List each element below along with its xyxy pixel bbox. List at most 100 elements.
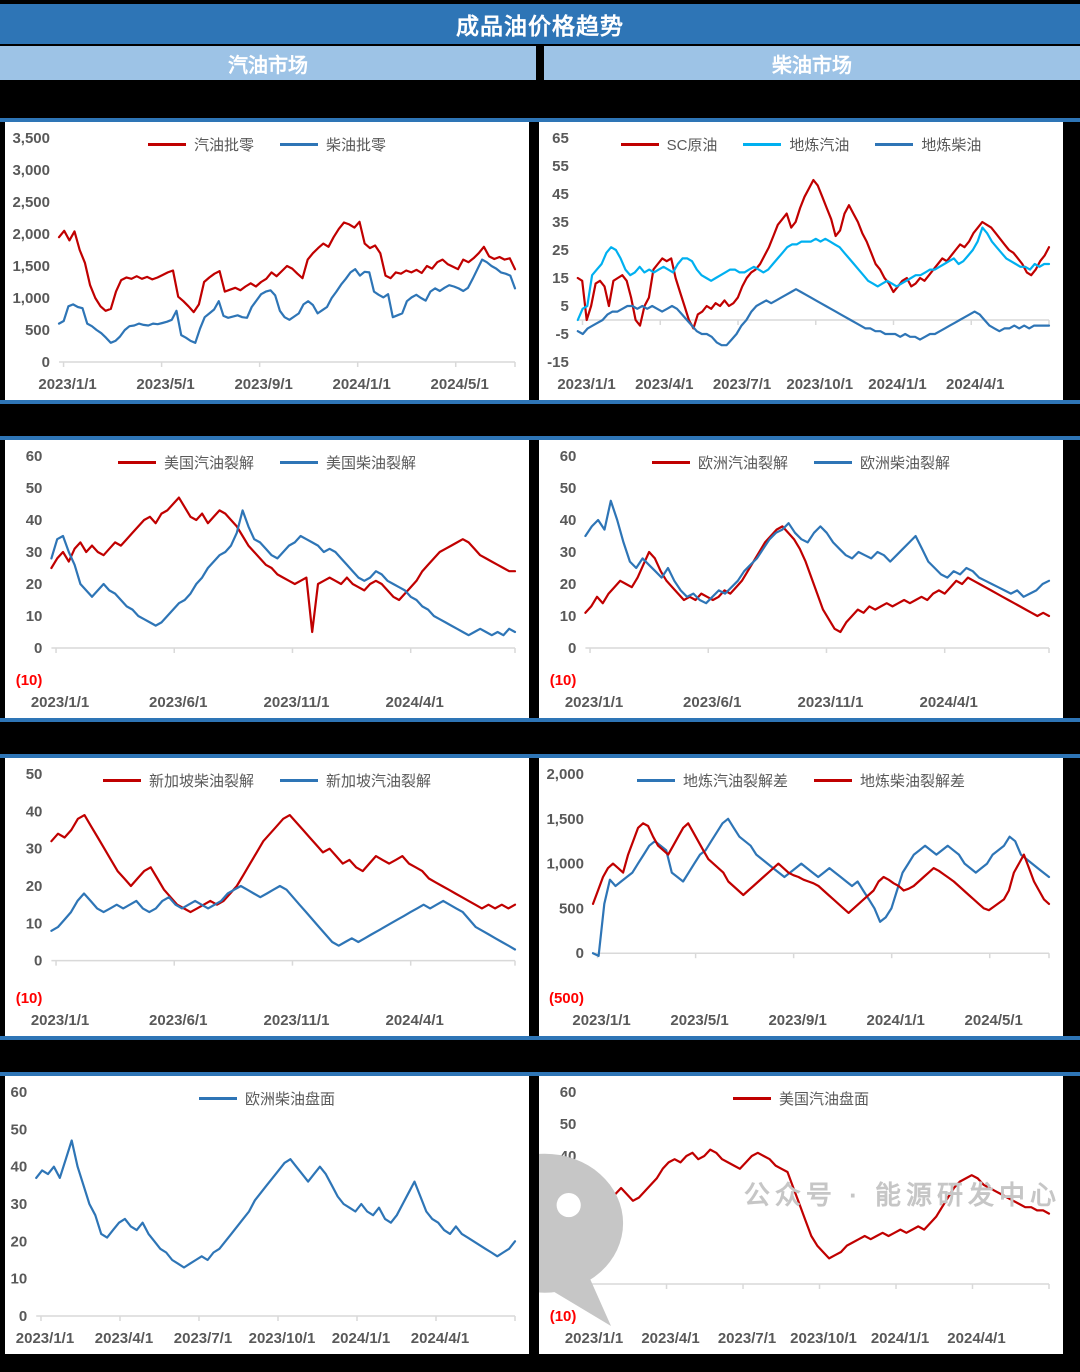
- svg-text:2023/4/1: 2023/4/1: [95, 1330, 153, 1347]
- svg-text:40: 40: [11, 1159, 28, 1176]
- svg-text:2024/4/1: 2024/4/1: [919, 694, 977, 711]
- svg-text:(10): (10): [550, 1308, 577, 1325]
- svg-text:40: 40: [26, 512, 43, 529]
- svg-text:2,000: 2,000: [12, 226, 50, 243]
- chart-row-2: 60 50 40 30 20 10 0 (10) 2023/1/1 2023/6/1 2023/11…: [0, 440, 1080, 718]
- svg-text:2024/4/1: 2024/4/1: [385, 1012, 443, 1029]
- svg-text:40: 40: [26, 803, 43, 820]
- svg-text:2024/1/1: 2024/1/1: [866, 1012, 924, 1029]
- svg-text:60: 60: [26, 448, 43, 465]
- svg-text:50: 50: [26, 766, 43, 783]
- svg-text:2024/4/1: 2024/4/1: [946, 376, 1004, 393]
- svg-text:20: 20: [11, 1233, 28, 1250]
- svg-text:2023/10/1: 2023/10/1: [790, 1330, 857, 1347]
- svg-text:2024/1/1: 2024/1/1: [332, 376, 390, 393]
- svg-text:10: 10: [26, 608, 43, 625]
- chart-sc-crude-refinery: 65 55 45 35 25 15 5 -5 -15 2023/1/1 2023/4/1 2023/7…: [539, 122, 1063, 400]
- svg-text:55: 55: [552, 158, 569, 175]
- chart-gasoline-diesel-retail: 3,500 3,000 2,500 2,000 1,500 1,000 500 0 2023/1…: [5, 122, 529, 400]
- svg-text:2024/1/1: 2024/1/1: [332, 1330, 390, 1347]
- svg-text:1,500: 1,500: [546, 811, 584, 828]
- svg-text:500: 500: [25, 322, 50, 339]
- svg-text:2024/1/1: 2024/1/1: [871, 1330, 929, 1347]
- chart-refinery-crack-diff: 2,000 1,500 1,000 500 0 (500) 2023/1/1 2023/5/1…: [539, 758, 1063, 1036]
- chart-canvas: 2,000 1,500 1,000 500 0 (500) 2023/1/1 2023/5/1…: [546, 766, 1051, 1029]
- page-title: 成品油价格趋势: [0, 4, 1080, 46]
- svg-text:25: 25: [552, 242, 569, 259]
- chart-us-gasoline-futures: 6050403020100(10)2023/1/12023/4/12023/7/…: [539, 1076, 1063, 1354]
- svg-text:3,500: 3,500: [12, 130, 50, 147]
- chart-us-crack-spreads: 60 50 40 30 20 10 0 (10) 2023/1/1 2023/6/1 2023/11…: [5, 440, 529, 718]
- svg-text:2023/6/1: 2023/6/1: [149, 1012, 207, 1029]
- svg-text:2023/1/1: 2023/1/1: [31, 1012, 89, 1029]
- svg-text:3,000: 3,000: [12, 162, 50, 179]
- svg-text:10: 10: [11, 1271, 28, 1288]
- svg-text:10: 10: [560, 608, 577, 625]
- svg-text:30: 30: [26, 544, 43, 561]
- watermark: 公众号 · 能源研发中心: [539, 1076, 1061, 1332]
- svg-text:45: 45: [552, 186, 569, 203]
- svg-text:2023/11/1: 2023/11/1: [264, 1012, 330, 1029]
- svg-text:2023/1/1: 2023/1/1: [31, 694, 89, 711]
- column-divider: [529, 122, 539, 400]
- redacted-title-band: [0, 400, 1080, 440]
- svg-text:(10): (10): [550, 672, 577, 689]
- svg-text:30: 30: [560, 544, 577, 561]
- svg-text:-5: -5: [555, 326, 568, 343]
- svg-text:10: 10: [26, 915, 43, 932]
- column-headers: 汽油市场 柴油市场: [0, 46, 1080, 82]
- svg-text:2023/7/1: 2023/7/1: [718, 1330, 776, 1347]
- bottom-border: [0, 1354, 1080, 1372]
- svg-text:2024/5/1: 2024/5/1: [431, 376, 489, 393]
- svg-text:2023/11/1: 2023/11/1: [798, 694, 864, 711]
- svg-text:2023/5/1: 2023/5/1: [670, 1012, 728, 1029]
- svg-text:1,000: 1,000: [546, 856, 584, 873]
- svg-text:2,500: 2,500: [12, 194, 50, 211]
- svg-text:50: 50: [560, 1116, 577, 1133]
- svg-text:60: 60: [11, 1084, 28, 1101]
- column-header-diesel: 柴油市场: [544, 46, 1080, 80]
- svg-text:2023/9/1: 2023/9/1: [768, 1012, 826, 1029]
- column-divider: [529, 440, 539, 718]
- chart-canvas: 60 50 40 30 20 10 0 2023/1/1 2023/4/1 2023/7/1 202…: [11, 1084, 517, 1347]
- report-page: 成品油价格趋势 汽油市场 柴油市场 3,500 3,000 2,500 2,000 1,…: [0, 4, 1080, 1372]
- chart-canvas: 6050403020100(10)2023/1/12023/4/12023/7/…: [550, 1084, 1051, 1347]
- svg-text:(500): (500): [549, 990, 584, 1007]
- svg-text:30: 30: [11, 1196, 28, 1213]
- svg-text:-15: -15: [547, 354, 569, 371]
- chart-canvas: 3,500 3,000 2,500 2,000 1,500 1,000 500 0 2023/1…: [12, 130, 517, 393]
- svg-text:40: 40: [560, 512, 577, 529]
- chart-europe-diesel-futures: 60 50 40 30 20 10 0 2023/1/1 2023/4/1 2023/7/1 202…: [5, 1076, 529, 1354]
- svg-text:(10): (10): [16, 990, 43, 1007]
- svg-text:20: 20: [26, 576, 43, 593]
- svg-text:5: 5: [560, 298, 568, 315]
- svg-text:1,500: 1,500: [12, 258, 50, 275]
- svg-text:60: 60: [560, 1084, 577, 1101]
- svg-text:2023/10/1: 2023/10/1: [786, 376, 853, 393]
- svg-text:2023/1/1: 2023/1/1: [565, 1330, 623, 1347]
- svg-text:2023/6/1: 2023/6/1: [149, 694, 207, 711]
- svg-text:2024/4/1: 2024/4/1: [411, 1330, 469, 1347]
- svg-text:2,000: 2,000: [546, 766, 584, 783]
- svg-text:2023/11/1: 2023/11/1: [264, 694, 330, 711]
- svg-text:2024/4/1: 2024/4/1: [947, 1330, 1005, 1347]
- redacted-title-band: [0, 82, 1080, 122]
- chart-europe-crack-spreads: 60 50 40 30 20 10 0 (10) 2023/1/1 2023/6/1 2023/11…: [539, 440, 1063, 718]
- svg-text:50: 50: [11, 1121, 28, 1138]
- svg-text:20: 20: [26, 878, 43, 895]
- svg-text:2023/10/1: 2023/10/1: [249, 1330, 316, 1347]
- svg-text:2023/5/1: 2023/5/1: [136, 376, 194, 393]
- svg-text:2023/1/1: 2023/1/1: [557, 376, 615, 393]
- column-divider: [529, 758, 539, 1036]
- wechat-icon: [539, 1153, 623, 1326]
- svg-text:50: 50: [560, 480, 577, 497]
- svg-text:2023/1/1: 2023/1/1: [16, 1330, 74, 1347]
- column-divider: [536, 46, 544, 80]
- column-divider: [529, 1076, 539, 1354]
- watermark-text: 公众号 · 能源研发中心: [743, 1179, 1061, 1210]
- svg-text:0: 0: [576, 945, 584, 962]
- svg-text:2023/4/1: 2023/4/1: [641, 1330, 699, 1347]
- svg-text:20: 20: [560, 576, 577, 593]
- svg-text:(10): (10): [16, 672, 43, 689]
- svg-text:2023/9/1: 2023/9/1: [234, 376, 292, 393]
